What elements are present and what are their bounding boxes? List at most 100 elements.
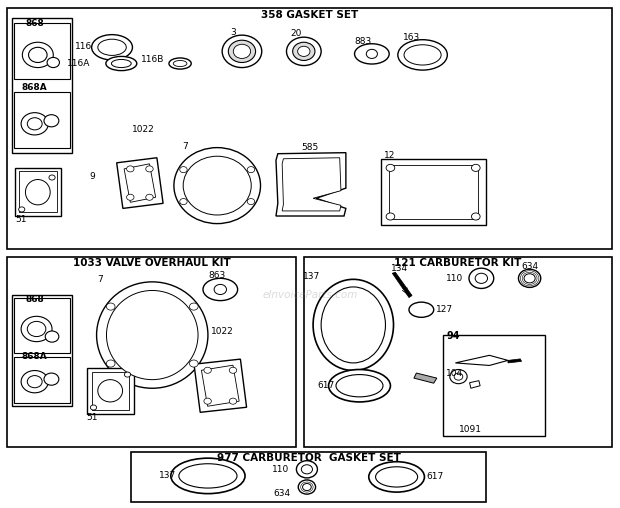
Ellipse shape (169, 58, 191, 69)
FancyBboxPatch shape (12, 18, 73, 153)
Polygon shape (392, 272, 412, 298)
Text: 163: 163 (404, 33, 421, 42)
Text: 868: 868 (25, 19, 44, 28)
Ellipse shape (92, 35, 133, 60)
Polygon shape (202, 365, 239, 406)
Text: 9: 9 (89, 173, 95, 181)
Text: 127: 127 (436, 305, 453, 314)
Text: 617: 617 (427, 472, 443, 482)
Circle shape (146, 166, 153, 172)
Circle shape (222, 35, 262, 68)
Circle shape (228, 40, 255, 62)
Circle shape (190, 303, 198, 310)
Text: 1022: 1022 (211, 327, 234, 335)
Circle shape (180, 167, 187, 173)
Circle shape (49, 175, 55, 180)
Circle shape (21, 113, 48, 135)
Text: 12: 12 (384, 151, 396, 160)
Circle shape (27, 322, 46, 337)
Ellipse shape (174, 148, 260, 224)
Ellipse shape (321, 287, 386, 363)
FancyBboxPatch shape (7, 8, 612, 249)
Text: 94: 94 (446, 331, 459, 341)
Circle shape (45, 331, 59, 342)
FancyBboxPatch shape (304, 257, 612, 447)
Circle shape (107, 303, 115, 310)
Ellipse shape (336, 374, 383, 397)
Circle shape (180, 199, 187, 205)
Ellipse shape (398, 40, 448, 70)
Text: 51: 51 (16, 215, 27, 224)
Ellipse shape (313, 279, 394, 370)
Ellipse shape (409, 302, 434, 318)
Circle shape (301, 465, 312, 474)
Text: 868: 868 (25, 295, 44, 304)
Text: 134: 134 (391, 264, 408, 273)
Polygon shape (469, 380, 480, 388)
Text: 977 CARBURETOR  GASKET SET: 977 CARBURETOR GASKET SET (216, 453, 401, 463)
Ellipse shape (106, 56, 137, 71)
Ellipse shape (376, 467, 418, 487)
Text: 104: 104 (446, 368, 463, 377)
Circle shape (22, 42, 53, 68)
Polygon shape (276, 153, 346, 216)
Circle shape (386, 164, 395, 171)
Circle shape (229, 367, 237, 373)
Ellipse shape (203, 278, 237, 301)
Circle shape (29, 47, 47, 62)
Ellipse shape (369, 462, 425, 492)
FancyBboxPatch shape (14, 92, 70, 148)
Ellipse shape (329, 369, 391, 402)
Circle shape (303, 484, 311, 491)
FancyBboxPatch shape (15, 168, 61, 216)
Ellipse shape (112, 59, 131, 68)
Circle shape (27, 375, 42, 388)
Circle shape (286, 37, 321, 66)
Ellipse shape (404, 45, 441, 65)
FancyBboxPatch shape (14, 23, 70, 79)
Circle shape (204, 367, 211, 373)
FancyBboxPatch shape (443, 335, 545, 436)
Text: 634: 634 (273, 489, 290, 498)
Polygon shape (508, 359, 521, 363)
Polygon shape (282, 158, 341, 211)
Text: 3: 3 (230, 27, 236, 37)
FancyBboxPatch shape (12, 295, 73, 406)
Polygon shape (124, 164, 156, 202)
Polygon shape (414, 373, 437, 383)
Circle shape (19, 207, 25, 212)
Circle shape (27, 118, 42, 130)
Circle shape (471, 164, 480, 171)
Text: 51: 51 (86, 412, 97, 422)
Text: 7: 7 (97, 275, 102, 284)
Ellipse shape (25, 179, 50, 205)
Text: 20: 20 (291, 29, 302, 38)
Text: 137: 137 (159, 471, 176, 481)
Text: 1033 VALVE OVERHAUL KIT: 1033 VALVE OVERHAUL KIT (73, 258, 231, 268)
Text: 110: 110 (272, 465, 289, 474)
FancyBboxPatch shape (389, 165, 478, 218)
Text: 1091: 1091 (459, 425, 482, 434)
Ellipse shape (107, 291, 198, 379)
Circle shape (47, 57, 60, 68)
Ellipse shape (97, 282, 208, 388)
Text: 1022: 1022 (131, 125, 154, 135)
Circle shape (298, 46, 310, 56)
FancyBboxPatch shape (19, 171, 57, 212)
FancyBboxPatch shape (14, 298, 70, 353)
Ellipse shape (355, 44, 389, 64)
Ellipse shape (98, 39, 126, 55)
Circle shape (44, 115, 59, 127)
Circle shape (21, 316, 52, 342)
Circle shape (91, 405, 97, 410)
Circle shape (229, 398, 237, 404)
Circle shape (126, 166, 134, 172)
Text: 617: 617 (317, 381, 335, 390)
Polygon shape (194, 359, 247, 412)
Circle shape (454, 373, 463, 380)
Circle shape (386, 213, 395, 220)
Circle shape (366, 49, 378, 58)
FancyBboxPatch shape (381, 159, 486, 225)
Text: 137: 137 (303, 272, 320, 281)
Ellipse shape (183, 156, 251, 215)
